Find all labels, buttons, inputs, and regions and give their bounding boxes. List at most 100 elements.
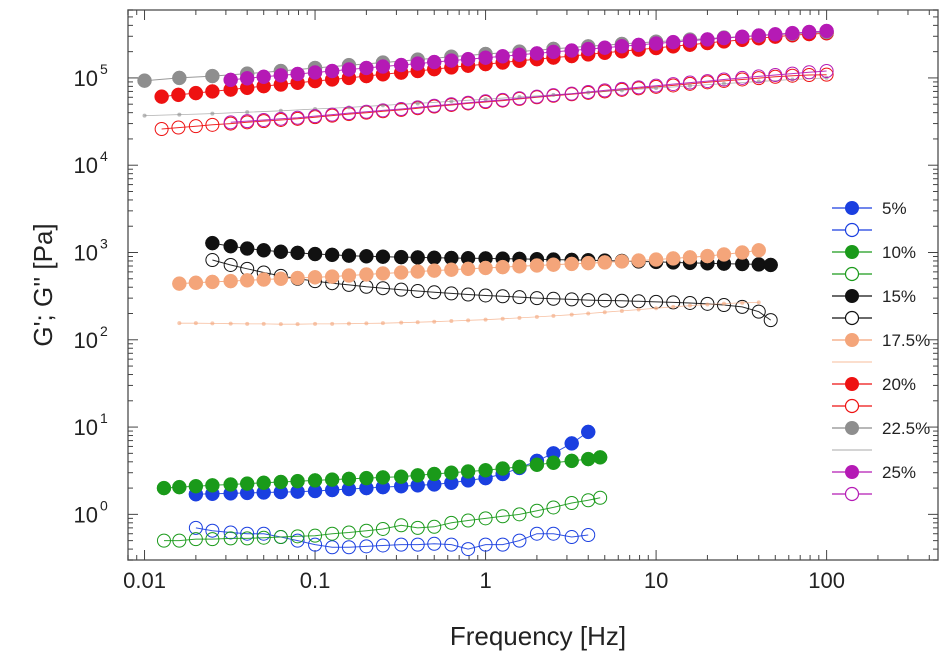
legend-marker-filled (845, 465, 859, 479)
data-point (768, 27, 783, 42)
data-point (346, 321, 351, 326)
data-point (142, 113, 147, 118)
data-point (359, 249, 374, 264)
data-point (529, 526, 544, 541)
data-point (177, 112, 182, 117)
data-point (205, 117, 220, 132)
data-point (700, 32, 715, 47)
data-point (273, 68, 289, 83)
data-point (682, 250, 698, 265)
data-point (734, 245, 750, 260)
legend-marker-open (844, 486, 860, 502)
data-point (290, 270, 305, 286)
data-point (687, 303, 692, 308)
data-point (359, 60, 374, 76)
y-tick-label-base: 10 (74, 328, 98, 353)
data-point (364, 321, 369, 326)
data-point (240, 114, 255, 129)
data-point (483, 97, 488, 102)
y-tick-label-base: 10 (74, 153, 98, 178)
data-point (529, 89, 544, 104)
data-point (427, 98, 442, 113)
data-point (631, 37, 646, 53)
data-point (223, 257, 238, 272)
data-point (654, 86, 659, 91)
data-point (261, 321, 266, 326)
data-point (500, 316, 505, 321)
data-point (449, 99, 454, 104)
data-point (546, 88, 561, 103)
data-point (478, 463, 493, 478)
data-point (188, 520, 203, 535)
data-point (478, 94, 493, 109)
data-point (394, 102, 409, 117)
data-point (375, 266, 391, 281)
legend-marker-open (844, 310, 860, 326)
data-point (137, 73, 152, 88)
data-point (512, 533, 527, 548)
data-point (495, 537, 510, 552)
data-point (359, 523, 374, 538)
data-point (444, 515, 459, 530)
legend-marker-open (844, 266, 860, 282)
data-point (359, 104, 374, 119)
data-point (751, 28, 767, 43)
data-point (188, 85, 204, 101)
data-point (341, 248, 357, 263)
data-point (290, 529, 305, 544)
data-point (763, 257, 778, 273)
data-point (359, 267, 374, 282)
data-point (154, 121, 169, 136)
data-point (380, 321, 385, 326)
series-line (161, 74, 827, 130)
data-point (324, 63, 340, 79)
data-point (432, 319, 437, 324)
x-tick-label: 10 (644, 568, 668, 593)
data-point (580, 41, 596, 57)
data-point (716, 247, 732, 262)
data-point (581, 293, 596, 308)
data-point (313, 321, 318, 326)
data-point (564, 453, 579, 469)
data-point (325, 540, 340, 555)
data-point (205, 235, 220, 251)
data-point (581, 528, 596, 543)
data-point (564, 256, 579, 272)
series-line (161, 32, 827, 98)
y-tick-label-exponent: 4 (100, 148, 108, 164)
data-point (193, 321, 198, 326)
data-point (665, 251, 681, 266)
data-point (478, 50, 493, 65)
data-point (410, 100, 425, 115)
data-point (648, 252, 664, 267)
data-point (324, 269, 340, 284)
data-point (223, 273, 238, 289)
x-tick-label: 0.1 (300, 568, 331, 593)
data-point (449, 319, 454, 324)
data-point (324, 247, 340, 263)
data-point (700, 248, 715, 264)
data-point (313, 107, 318, 112)
data-point (256, 243, 271, 258)
data-point (410, 250, 425, 265)
data-point (512, 259, 527, 274)
data-point (210, 321, 215, 326)
data-point (602, 310, 607, 315)
data-point (427, 285, 442, 300)
data-point (466, 318, 471, 323)
data-point (534, 314, 539, 319)
legend-marker-filled (845, 377, 859, 391)
legend-marker-filled (845, 201, 859, 215)
data-point (427, 536, 442, 551)
x-tick-label: 0.01 (123, 568, 166, 593)
data-point (256, 69, 271, 85)
legend-label: 17.5% (882, 331, 930, 350)
data-point (205, 523, 220, 538)
data-point (597, 255, 613, 270)
data-point (716, 298, 731, 313)
x-tick-label: 1 (479, 568, 491, 593)
data-point (188, 275, 204, 291)
y-tick-label-exponent: 3 (100, 235, 108, 251)
data-point (597, 83, 612, 98)
legend-marker-filled (845, 421, 859, 435)
